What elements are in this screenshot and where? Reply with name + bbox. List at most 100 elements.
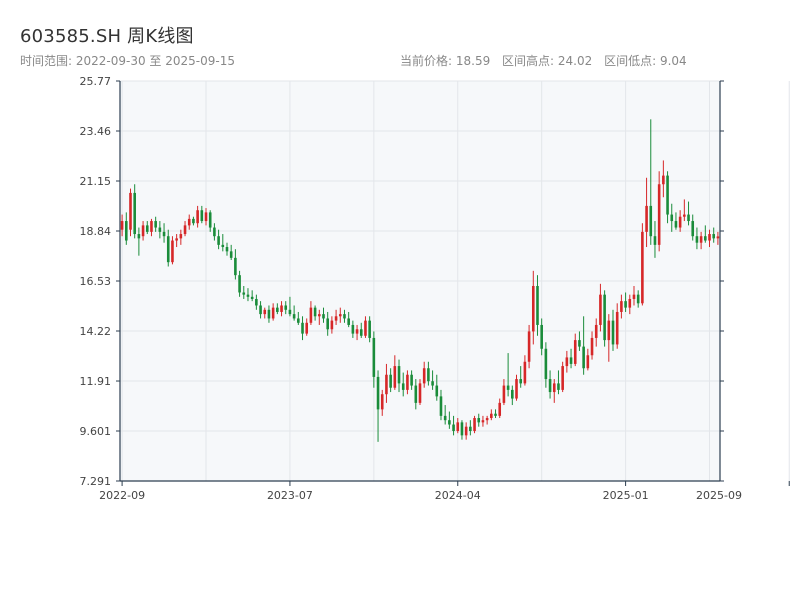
candle	[208, 210, 212, 232]
candle-body	[192, 218, 195, 224]
candle	[250, 290, 254, 302]
candle-body	[674, 221, 678, 228]
candle-body	[666, 175, 669, 215]
candle	[418, 379, 422, 406]
candle	[192, 216, 195, 226]
range-low-text: 区间低点: 9.04	[604, 54, 687, 68]
y-tick-label: 9.601	[80, 425, 112, 438]
candle	[238, 270, 241, 297]
candle-body	[276, 307, 279, 312]
candle-body	[389, 374, 392, 388]
candle-body	[594, 324, 598, 338]
candle	[615, 303, 619, 349]
candle	[586, 348, 590, 371]
candle	[246, 288, 250, 302]
candle	[397, 359, 401, 393]
candle-body	[124, 221, 128, 241]
candle	[225, 242, 229, 256]
candle	[385, 363, 388, 403]
candle-body	[364, 320, 367, 336]
candle-body	[485, 418, 489, 421]
candle-body	[490, 413, 493, 419]
candle	[439, 389, 443, 421]
candle-body	[439, 396, 443, 416]
candles-group	[120, 119, 720, 442]
candle-body	[636, 294, 640, 304]
candle	[452, 415, 455, 436]
candle-body	[561, 366, 564, 390]
candle	[624, 292, 627, 312]
candle-body	[406, 374, 409, 390]
x-tick-label: 2025-09	[696, 489, 742, 502]
candle-body	[334, 316, 338, 321]
candle-body	[653, 236, 657, 245]
candle-body	[611, 320, 615, 345]
candle-body	[175, 238, 178, 241]
candle	[666, 171, 669, 224]
candle	[573, 333, 577, 367]
candle	[636, 290, 640, 308]
candle	[305, 318, 309, 336]
candle-body	[473, 418, 476, 432]
candle-body	[544, 348, 548, 380]
candle	[301, 316, 304, 341]
candle	[662, 160, 665, 198]
candle	[129, 188, 132, 237]
candle-body	[259, 305, 262, 315]
candle	[628, 294, 632, 315]
candle	[607, 314, 611, 362]
candle-body	[305, 322, 309, 334]
candle-body	[519, 379, 522, 384]
candle	[284, 301, 288, 315]
candle	[502, 379, 506, 406]
candle	[401, 372, 405, 397]
candle	[557, 370, 560, 395]
y-tick-label: 23.46	[80, 125, 112, 138]
x-tick-label: 2024-04	[435, 489, 481, 502]
candle-body	[187, 218, 191, 226]
candle	[154, 216, 157, 232]
candle	[355, 324, 359, 341]
candle-body	[234, 257, 237, 276]
candle	[351, 320, 355, 338]
candle-body	[435, 385, 439, 397]
candle-body	[355, 329, 359, 334]
candle	[540, 318, 543, 356]
candle-body	[498, 402, 502, 416]
candle-body	[221, 244, 225, 248]
candle-body	[464, 426, 468, 436]
candle-body	[372, 337, 376, 377]
candle-body	[641, 231, 644, 304]
candle	[368, 316, 371, 343]
candle	[217, 229, 220, 250]
candle-body	[708, 234, 711, 241]
candle	[712, 227, 716, 243]
candle-body	[699, 236, 703, 243]
candle-body	[716, 236, 720, 239]
candle	[464, 422, 468, 440]
candle	[620, 294, 623, 319]
candle-body	[657, 184, 661, 245]
candle-body	[351, 324, 355, 334]
candle-body	[695, 236, 699, 243]
candle-body	[154, 221, 157, 228]
candle-body	[712, 234, 716, 239]
candle	[133, 184, 136, 239]
candle	[200, 205, 204, 224]
candle	[657, 171, 661, 252]
candle-body	[166, 236, 170, 263]
candle	[632, 285, 636, 306]
candle-body	[208, 212, 212, 228]
candle-body	[620, 301, 623, 312]
x-tick-label: 2022-09	[99, 489, 145, 502]
candle	[229, 244, 233, 261]
candle	[641, 223, 644, 306]
candle-body	[590, 337, 594, 356]
candle-body	[418, 383, 422, 403]
candle	[150, 218, 153, 237]
time-range-text: 时间范围: 2022-09-30 至 2025-09-15	[20, 54, 235, 68]
candle-body	[427, 368, 430, 382]
candle	[552, 379, 556, 403]
candle	[460, 420, 464, 440]
candle	[704, 225, 707, 243]
